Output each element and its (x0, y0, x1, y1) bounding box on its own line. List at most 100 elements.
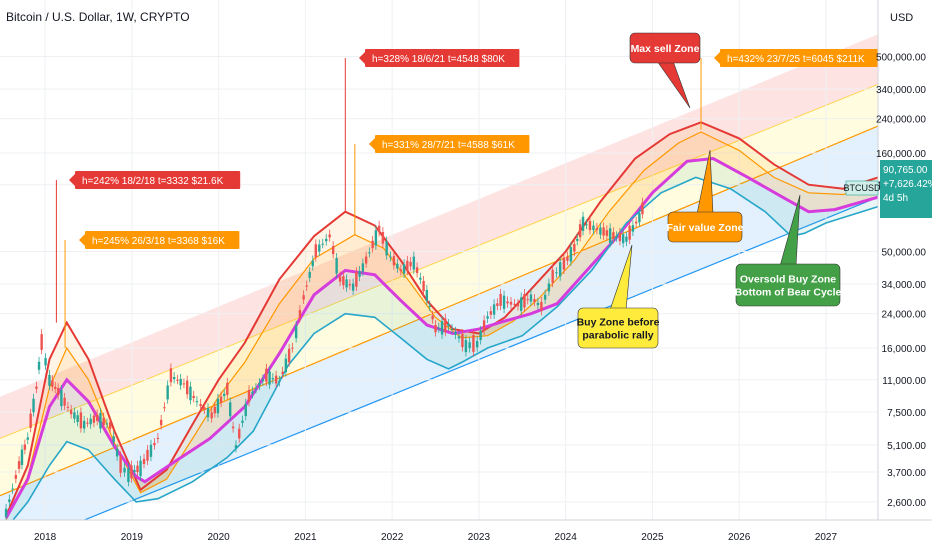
price-candle (576, 238, 579, 241)
price-candle (355, 271, 358, 287)
annotation-arrow (369, 138, 375, 150)
price-candle (419, 277, 422, 280)
price-candle (368, 252, 371, 254)
y-tick-label: 16,000.00 (882, 344, 927, 355)
annotation-text: h=245% 26/3/18 t=3368 $16K (92, 236, 225, 247)
price-candle (602, 227, 605, 236)
price-candle (631, 225, 635, 232)
price-candle (377, 225, 381, 233)
orange-trendline (0, 125, 879, 497)
price-candle (585, 224, 588, 226)
price-candle (569, 247, 573, 262)
price-candle (308, 271, 311, 278)
callout-text: Fair value Zone (666, 222, 743, 234)
price-candle (298, 310, 302, 318)
symbol-tag (845, 180, 879, 196)
price-candle (447, 323, 450, 327)
price-candle (628, 225, 631, 240)
x-tick-label: 2022 (381, 532, 404, 543)
price-candle (385, 241, 388, 256)
price-candle (149, 444, 153, 457)
price-candle (566, 256, 569, 261)
annotation-label: h=242% 18/2/18 t=3332 $21.6K (69, 171, 241, 189)
price-candle (213, 406, 217, 414)
price-candle (102, 417, 105, 426)
price-candle (56, 388, 60, 396)
price-candle (425, 290, 429, 301)
price-candle (638, 213, 641, 223)
price-candle (271, 378, 275, 380)
price-candle (281, 371, 284, 374)
price-candle (192, 395, 195, 399)
price-candle (599, 227, 602, 235)
callout-text: parabolic rally (582, 330, 653, 342)
price-candle (450, 328, 454, 330)
x-tick-label: 2027 (815, 532, 838, 543)
price-candle (169, 368, 173, 383)
price-candle (415, 267, 419, 273)
price-candle (241, 420, 244, 423)
price-candle (588, 220, 592, 231)
price-candle (35, 386, 38, 389)
price-candle (159, 419, 163, 426)
price-candle (219, 396, 223, 403)
price-candle (578, 224, 582, 238)
y-tick-label: 50,000.00 (882, 248, 927, 259)
price-candle (634, 221, 638, 224)
price-candle (540, 301, 543, 311)
price-candle (231, 426, 235, 429)
price-candle (422, 280, 425, 292)
price-candle (278, 380, 281, 383)
callout-3: Oversold Buy Zone(Bottom of Bear Cycle) (731, 194, 845, 307)
y-tick-label: 2,600.00 (887, 498, 926, 509)
price-candle (342, 276, 345, 286)
lower-channel-band (0, 126, 878, 550)
magenta-cyan-fill (6, 158, 879, 529)
price-candle (244, 403, 247, 417)
y-tick-label: 240,000.00 (876, 115, 926, 126)
price-candle (86, 422, 89, 424)
price-candle (605, 230, 609, 236)
price-candle (555, 272, 558, 274)
price-candle (489, 311, 493, 315)
price-candle (325, 238, 328, 242)
annotation-box (75, 171, 241, 189)
price-candle (428, 305, 431, 307)
currency-label: USD (890, 12, 914, 24)
price-candle (621, 234, 625, 244)
price-candle (199, 403, 202, 407)
price-candle (108, 421, 112, 429)
price-candle (461, 334, 464, 348)
price-candle (374, 230, 378, 246)
price-candle (76, 415, 79, 423)
price-candle (156, 437, 160, 439)
price-candle (127, 468, 130, 483)
price-candle (37, 361, 41, 370)
last-price-text: 90,765.00 (883, 165, 928, 176)
price-candle (328, 234, 331, 238)
annotation-box (375, 135, 530, 153)
price-candle (251, 391, 254, 394)
price-candle (464, 340, 468, 353)
price-candle (119, 456, 122, 473)
price-candle (32, 398, 35, 413)
price-candle (179, 378, 182, 386)
price-candle (92, 415, 96, 423)
price-candle (406, 260, 409, 271)
price-candle (105, 423, 109, 425)
price-candle (133, 469, 136, 473)
price-candle (48, 374, 51, 386)
price-candle (146, 449, 149, 461)
price-candle (409, 261, 412, 267)
price-candle (399, 269, 403, 272)
price-candle (291, 347, 294, 349)
x-tick-label: 2025 (641, 532, 664, 543)
price-candle (8, 499, 11, 503)
price-candle (496, 303, 499, 306)
price-candle (468, 342, 471, 349)
last-price-box (880, 160, 932, 218)
price-candle (54, 386, 57, 389)
price-candle (351, 283, 355, 291)
